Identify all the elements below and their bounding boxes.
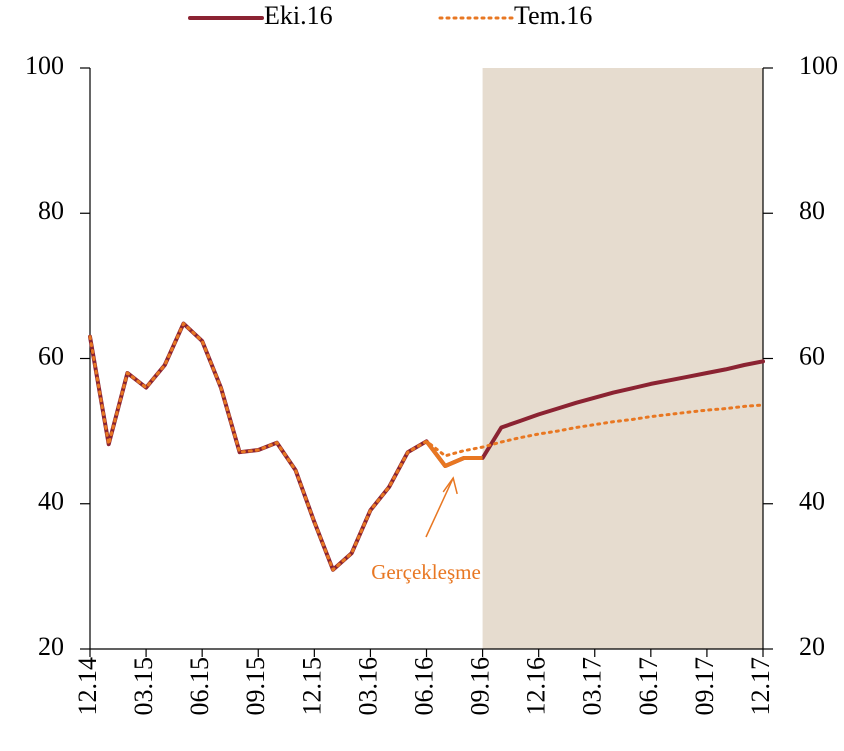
forecast-shade [482, 68, 763, 649]
x-tick-label: 03.15 [129, 657, 158, 716]
y-tick-label: 80 [38, 196, 64, 225]
x-tick-label: 06.16 [409, 657, 438, 716]
x-tick-label: 09.17 [690, 657, 719, 716]
x-tick-label: 03.16 [353, 657, 382, 716]
annotation: Gerçekleşme [371, 560, 481, 584]
x-tick-label: 09.16 [466, 657, 495, 716]
annotation-arrow [425, 477, 454, 538]
y2-tick-label: 40 [799, 487, 825, 516]
x-tick-label: 12.17 [746, 657, 775, 716]
y2-tick-label: 100 [799, 51, 838, 80]
y-tick-label: 40 [38, 487, 64, 516]
y-tick-label: 60 [38, 341, 64, 370]
x-tick-label: 09.15 [241, 657, 270, 716]
x-tick-label: 03.17 [578, 657, 607, 716]
x-tick-label: 12.16 [522, 657, 551, 716]
series-line [88, 322, 765, 572]
x-tick-label: 12.15 [297, 657, 326, 716]
y2-tick-label: 80 [799, 196, 825, 225]
y2-tick-label: 60 [799, 341, 825, 370]
y-tick-label: 20 [38, 632, 64, 661]
x-tick-label: 06.15 [185, 657, 214, 716]
legend-label: Tem.16 [514, 1, 592, 30]
x-tick-label: 06.17 [634, 657, 663, 716]
x-tick-label: 12.14 [73, 657, 102, 716]
legend-label: Eki.16 [264, 1, 333, 30]
y-tick-label: 100 [25, 51, 64, 80]
realized-segment [424, 440, 483, 468]
y2-tick-label: 20 [799, 632, 825, 661]
annotation-arrowhead [442, 476, 458, 495]
